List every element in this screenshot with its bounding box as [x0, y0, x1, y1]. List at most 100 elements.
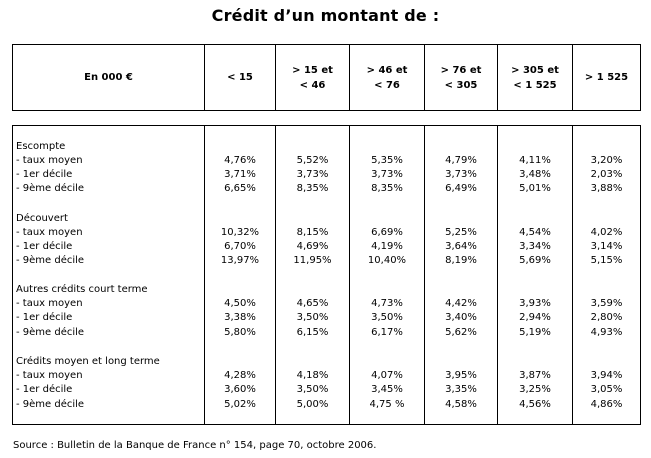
value-cell: 3,38% — [224, 312, 256, 323]
row-label: - 1er décile — [16, 384, 73, 395]
value-cell: 6,65% — [224, 183, 256, 194]
value-column-5: 4,11% 3,48% 5,01% 4,54% 3,34% 5,69% 3,93% 2,94%… — [497, 125, 573, 425]
value-cell: 10,32% — [220, 227, 260, 238]
row-label: - 9ème décile — [16, 327, 85, 338]
header-col-4: > 76 et < 305 — [424, 44, 498, 111]
value-cell: 6,69% — [371, 227, 403, 238]
value-cell: 3,73% — [371, 169, 403, 180]
value-cell: 8,15% — [296, 227, 329, 238]
value-cell: 3,71% — [224, 169, 256, 180]
value-cell: 4,50% — [224, 298, 256, 309]
value-cell: 3,73% — [296, 169, 329, 180]
value-cell: 10,40% — [367, 255, 407, 266]
value-cell: 5,69% — [519, 255, 551, 266]
header-col-line1: > 305 et — [511, 64, 559, 76]
value-cell: 4,86% — [590, 399, 623, 410]
value-cell: 4,56% — [519, 399, 551, 410]
value-cell: 5,35% — [371, 155, 403, 166]
value-cell: 4,19% — [371, 241, 403, 252]
value-cell: 2,80% — [590, 312, 623, 323]
value-cell: 3,45% — [371, 384, 403, 395]
value-cell: 5,62% — [445, 327, 477, 338]
table-title: Crédit d’un montant de : — [211, 6, 440, 25]
value-cell: 4,28% — [224, 370, 256, 381]
value-cell: 3,95% — [445, 370, 477, 381]
value-cell: 8,19% — [445, 255, 477, 266]
value-cell: 4,54% — [519, 227, 551, 238]
row-label: - taux moyen — [16, 370, 83, 381]
header-col-5: > 305 et < 1 525 — [497, 44, 573, 111]
value-cell: 4,11% — [519, 155, 551, 166]
value-cell: 5,00% — [296, 399, 329, 410]
value-cell: 3,93% — [519, 298, 551, 309]
value-cell: 3,59% — [590, 298, 623, 309]
row-label: - 1er décile — [16, 312, 73, 323]
value-cell: 3,50% — [371, 312, 403, 323]
value-cell: 3,50% — [296, 384, 329, 395]
value-cell: 5,25% — [445, 227, 477, 238]
value-cell: 4,58% — [445, 399, 477, 410]
value-column-2: 5,52% 3,73% 8,35% 8,15% 4,69% 11,95% 4,65% 3,50… — [275, 125, 350, 425]
row-label: - taux moyen — [16, 298, 83, 309]
header-col-line1: < 15 — [227, 72, 253, 83]
header-col-line2: < 46 — [299, 79, 326, 91]
value-cell: 5,52% — [296, 155, 329, 166]
value-cell: 8,35% — [371, 183, 403, 194]
header-unit-label: En 000 € — [84, 72, 133, 83]
section-title: Découvert — [16, 213, 68, 224]
value-cell: 3,25% — [519, 384, 551, 395]
value-column-3: 5,35% 3,73% 8,35% 6,69% 4,19% 10,40% 4,73% 3,50… — [349, 125, 425, 425]
header-col-line1: > 46 et — [366, 64, 408, 76]
header-col-line1: > 1 525 — [584, 72, 629, 83]
value-cell: 4,65% — [296, 298, 329, 309]
value-cell: 3,34% — [519, 241, 551, 252]
value-cell: 2,03% — [590, 169, 623, 180]
value-column-1: 4,76% 3,71% 6,65% 10,32% 6,70% 13,97% 4,50% 3,3… — [204, 125, 276, 425]
row-label: - taux moyen — [16, 227, 83, 238]
value-cell: 6,17% — [371, 327, 403, 338]
label-column: Escompte - taux moyen - 1er décile - 9èm… — [12, 125, 205, 425]
value-cell: 4,73% — [371, 298, 403, 309]
row-label: - taux moyen — [16, 155, 83, 166]
value-cell: 4,07% — [371, 370, 403, 381]
row-label: - 9ème décile — [16, 399, 85, 410]
value-cell: 4,76% — [224, 155, 256, 166]
value-cell: 3,60% — [224, 384, 256, 395]
value-cell: 5,19% — [519, 327, 551, 338]
source-note: Source : Bulletin de la Banque de France… — [13, 440, 377, 451]
value-cell: 4,93% — [590, 327, 623, 338]
row-label: - 1er décile — [16, 241, 73, 252]
header-col-line2: < 305 — [444, 79, 478, 91]
value-cell: 5,02% — [224, 399, 256, 410]
value-cell: 4,79% — [445, 155, 477, 166]
header-col-3: > 46 et < 76 — [349, 44, 425, 111]
value-cell: 2,94% — [519, 312, 551, 323]
header-col-line1: > 15 et — [292, 64, 333, 76]
value-cell: 3,40% — [445, 312, 477, 323]
value-cell: 8,35% — [296, 183, 329, 194]
value-cell: 4,69% — [296, 241, 329, 252]
header-unit-cell: En 000 € — [12, 44, 204, 111]
value-cell: 3,64% — [445, 241, 477, 252]
section-title: Autres crédits court terme — [16, 284, 148, 295]
value-cell: 6,49% — [445, 183, 477, 194]
row-label: - 9ème décile — [16, 183, 85, 194]
value-cell: 5,80% — [224, 327, 256, 338]
value-cell: 3,48% — [519, 169, 551, 180]
value-cell: 3,73% — [445, 169, 477, 180]
value-cell: 3,14% — [590, 241, 623, 252]
value-cell: 6,15% — [296, 327, 329, 338]
value-cell: 3,94% — [590, 370, 623, 381]
value-column-4: 4,79% 3,73% 6,49% 5,25% 3,64% 8,19% 4,42% 3,40%… — [424, 125, 498, 425]
header-col-1: < 15 — [204, 44, 276, 111]
value-cell: 13,97% — [220, 255, 260, 266]
value-cell: 5,15% — [590, 255, 623, 266]
section-title: Escompte — [16, 141, 66, 152]
value-cell: 4,75 % — [369, 399, 405, 410]
value-cell: 3,35% — [445, 384, 477, 395]
row-label: - 1er décile — [16, 169, 73, 180]
value-cell: 4,18% — [296, 370, 329, 381]
value-cell: 3,20% — [590, 155, 623, 166]
value-cell: 3,50% — [296, 312, 329, 323]
value-cell: 3,05% — [590, 384, 623, 395]
